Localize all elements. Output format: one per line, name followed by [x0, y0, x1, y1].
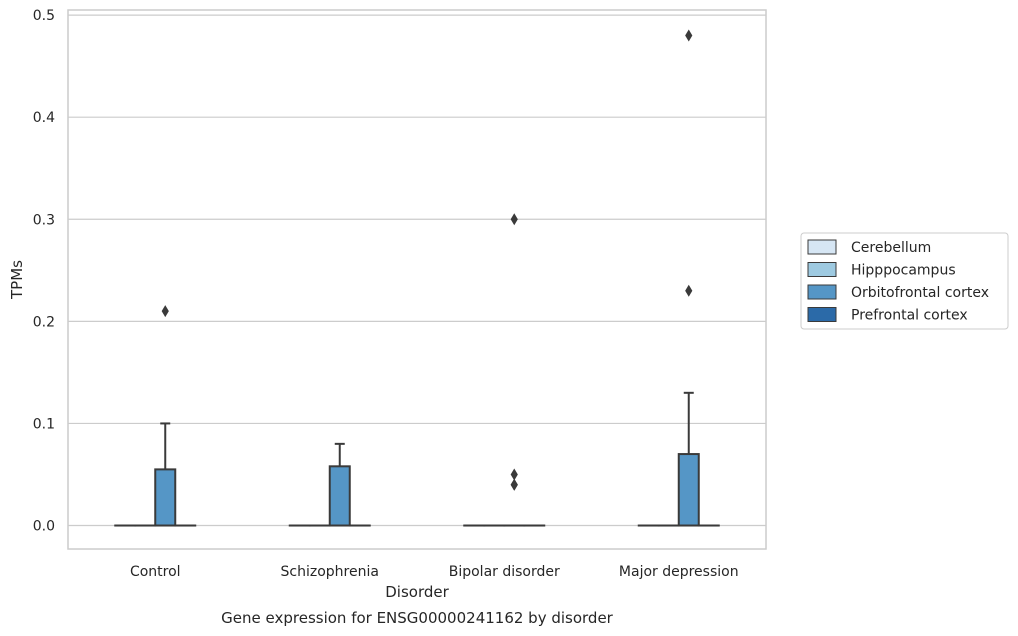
gridlines	[68, 14, 766, 527]
outlier-point	[510, 468, 518, 481]
legend-item-orbitofrontal-cortex: Orbitofrontal cortex	[807, 284, 989, 301]
legend: Cerebellum Hipppocampus Orbitofrontal cort…	[800, 232, 1009, 330]
y-tick-label: 0.3	[33, 212, 55, 228]
legend-item-hipppocampus: Hipppocampus	[807, 262, 956, 279]
outlier-point	[510, 478, 518, 491]
box-orbitofrontal-cortex-bipolar-disorder	[503, 213, 526, 527]
legend-item-cerebellum: Cerebellum	[807, 239, 931, 256]
box-body	[677, 453, 700, 527]
x-tick-label: Bipolar disorder	[449, 564, 560, 580]
plot-frame	[67, 9, 767, 550]
legend-items: Cerebellum Hipppocampus Orbitofrontal cort…	[807, 239, 989, 324]
y-tick-label: 0.4	[33, 110, 55, 126]
x-tick-labels: Control Schizophrenia Bipolar disorder Majo…	[130, 564, 739, 580]
outlier-point	[685, 29, 693, 42]
y-tick-label: 0.2	[33, 314, 55, 330]
legend-swatch	[807, 284, 837, 300]
outlier-point	[161, 305, 169, 318]
legend-label: Hipppocampus	[851, 263, 956, 279]
legend-item-prefrontal-cortex: Prefrontal cortex	[807, 307, 968, 324]
box-orbitofrontal-cortex-control	[154, 305, 177, 527]
legend-label: Cerebellum	[851, 240, 931, 256]
x-tick-label: Schizophrenia	[281, 564, 379, 580]
x-tick-label: Control	[130, 564, 181, 580]
box-orbitofrontal-cortex-major-depression	[677, 29, 700, 527]
legend-swatch	[807, 262, 837, 277]
chart-caption: Gene expression for ENSG00000241162 by d…	[221, 609, 614, 627]
box-body	[154, 468, 177, 527]
y-tick-label: 0.1	[33, 416, 55, 432]
outlier-point	[510, 213, 518, 226]
x-axis-title: Disorder	[385, 583, 449, 601]
legend-label: Orbitofrontal cortex	[851, 285, 989, 301]
boxes	[114, 29, 720, 527]
y-tick-label: 0.5	[33, 8, 55, 24]
x-tick-label: Major depression	[619, 564, 739, 580]
box-body	[328, 465, 351, 527]
box-orbitofrontal-cortex-schizophrenia	[328, 442, 351, 527]
y-tick-labels: 0.0 0.1 0.2 0.3 0.4 0.5	[33, 8, 55, 534]
legend-swatch	[807, 307, 837, 322]
y-axis-title: TPMs	[8, 260, 26, 300]
legend-swatch	[807, 239, 837, 255]
y-tick-label: 0.0	[33, 519, 55, 535]
legend-frame	[800, 232, 1009, 330]
legend-label: Prefrontal cortex	[851, 308, 968, 324]
outlier-point	[685, 284, 693, 297]
